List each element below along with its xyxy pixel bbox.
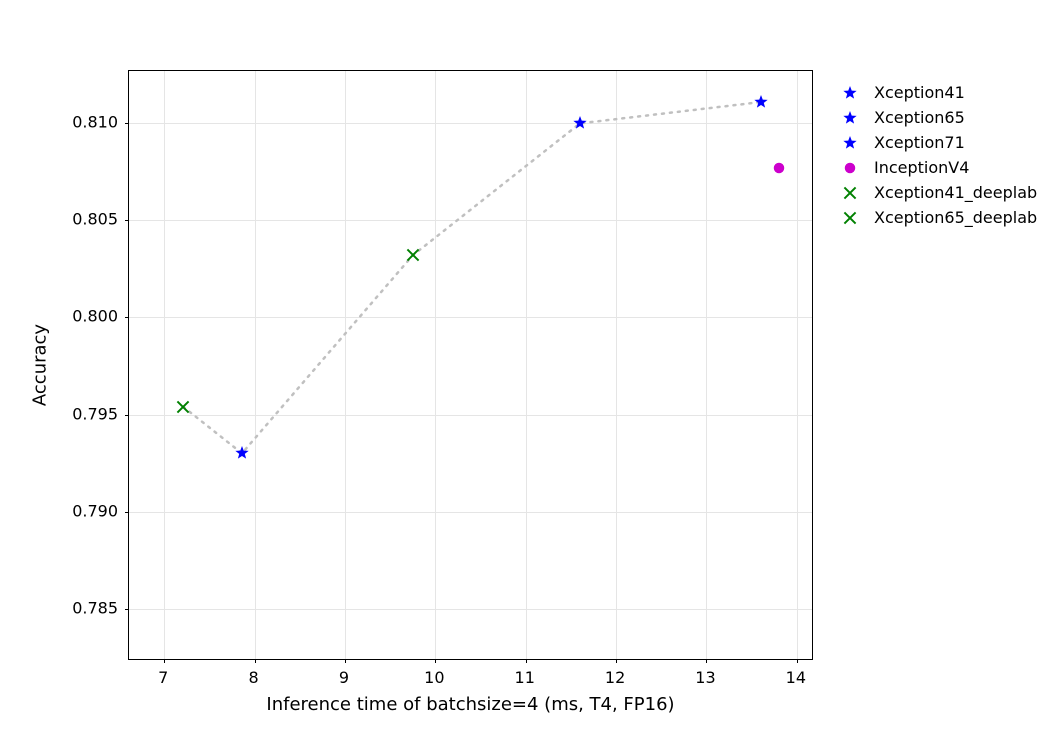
connector-line xyxy=(129,71,814,661)
legend: Xception41 Xception65 Xception71 InceptionV… xyxy=(836,80,1037,230)
legend-label: Xception65_deeplab xyxy=(874,208,1037,227)
star-icon xyxy=(836,108,864,128)
gridline-h xyxy=(129,415,812,416)
ytick-label: 0.795 xyxy=(72,404,118,423)
x-icon xyxy=(836,183,864,203)
xtick xyxy=(164,659,165,663)
xtick xyxy=(526,659,527,663)
gridline-v xyxy=(164,71,165,659)
xtick xyxy=(435,659,436,663)
y-axis-label: Accuracy xyxy=(30,324,51,406)
gridline-v xyxy=(616,71,617,659)
gridline-h xyxy=(129,123,812,124)
xtick-label: 14 xyxy=(786,668,806,687)
legend-item: Xception41 xyxy=(836,80,1037,105)
x-icon xyxy=(836,208,864,228)
xtick-label: 7 xyxy=(158,668,168,687)
legend-item: InceptionV4 xyxy=(836,155,1037,180)
data-point xyxy=(754,95,768,109)
ytick xyxy=(125,123,129,124)
legend-item: Xception41_deeplab xyxy=(836,180,1037,205)
data-point xyxy=(772,161,786,175)
xtick xyxy=(706,659,707,663)
legend-label: Xception41_deeplab xyxy=(874,183,1037,202)
legend-item: Xception65 xyxy=(836,105,1037,130)
gridline-h xyxy=(129,317,812,318)
legend-label: Xception41 xyxy=(874,83,965,102)
legend-item: Xception71 xyxy=(836,130,1037,155)
xtick-label: 8 xyxy=(249,668,259,687)
xtick-label: 9 xyxy=(339,668,349,687)
star-icon xyxy=(836,83,864,103)
xtick xyxy=(255,659,256,663)
data-point xyxy=(406,248,420,262)
ytick xyxy=(125,415,129,416)
xtick xyxy=(797,659,798,663)
ytick-label: 0.790 xyxy=(72,501,118,520)
data-point xyxy=(573,116,587,130)
ytick-label: 0.800 xyxy=(72,307,118,326)
circle-icon xyxy=(836,158,864,178)
data-point xyxy=(176,400,190,414)
ytick xyxy=(125,220,129,221)
gridline-v xyxy=(526,71,527,659)
gridline-h xyxy=(129,609,812,610)
ytick xyxy=(125,317,129,318)
ytick xyxy=(125,512,129,513)
legend-label: Xception71 xyxy=(874,133,965,152)
xtick xyxy=(345,659,346,663)
ytick-label: 0.810 xyxy=(72,113,118,132)
gridline-v xyxy=(435,71,436,659)
figure-root: Inference time of batchsize=4 (ms, T4, F… xyxy=(0,0,1050,750)
data-point xyxy=(235,446,249,460)
gridline-h xyxy=(129,220,812,221)
gridline-v xyxy=(345,71,346,659)
ytick-label: 0.785 xyxy=(72,598,118,617)
gridline-h xyxy=(129,512,812,513)
gridline-v xyxy=(797,71,798,659)
xtick xyxy=(616,659,617,663)
xtick-label: 12 xyxy=(605,668,625,687)
star-icon xyxy=(836,133,864,153)
gridline-v xyxy=(706,71,707,659)
ytick-label: 0.805 xyxy=(72,210,118,229)
xtick-label: 13 xyxy=(695,668,715,687)
xtick-label: 11 xyxy=(515,668,535,687)
plot-area xyxy=(128,70,813,660)
xtick-label: 10 xyxy=(424,668,444,687)
legend-label: Xception65 xyxy=(874,108,965,127)
legend-item: Xception65_deeplab xyxy=(836,205,1037,230)
gridline-v xyxy=(255,71,256,659)
legend-label: InceptionV4 xyxy=(874,158,969,177)
x-axis-label: Inference time of batchsize=4 (ms, T4, F… xyxy=(266,694,674,715)
ytick xyxy=(125,609,129,610)
